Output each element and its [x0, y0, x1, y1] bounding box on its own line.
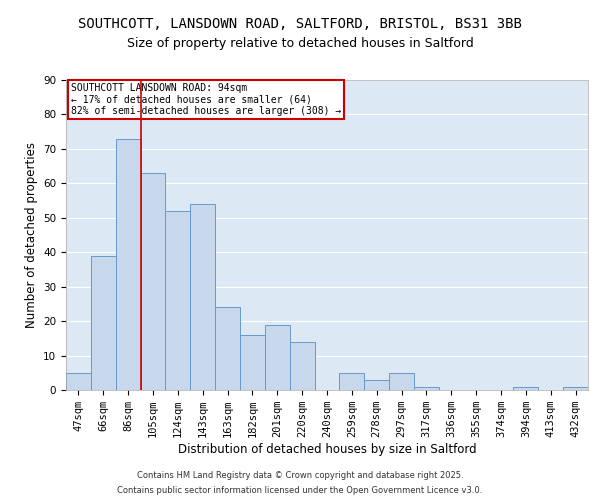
Bar: [240, 335, 265, 390]
Bar: [364, 380, 389, 390]
Bar: [340, 373, 364, 390]
Bar: [514, 386, 538, 390]
Bar: [140, 173, 166, 390]
Text: Size of property relative to detached houses in Saltford: Size of property relative to detached ho…: [127, 38, 473, 51]
Bar: [116, 138, 140, 390]
Bar: [414, 386, 439, 390]
Text: SOUTHCOTT LANSDOWN ROAD: 94sqm
← 17% of detached houses are smaller (64)
82% of : SOUTHCOTT LANSDOWN ROAD: 94sqm ← 17% of …: [71, 83, 341, 116]
X-axis label: Distribution of detached houses by size in Saltford: Distribution of detached houses by size …: [178, 443, 476, 456]
Text: Contains HM Land Registry data © Crown copyright and database right 2025.: Contains HM Land Registry data © Crown c…: [137, 471, 463, 480]
Text: Contains public sector information licensed under the Open Government Licence v3: Contains public sector information licen…: [118, 486, 482, 495]
Bar: [91, 256, 116, 390]
Bar: [190, 204, 215, 390]
Text: SOUTHCOTT, LANSDOWN ROAD, SALTFORD, BRISTOL, BS31 3BB: SOUTHCOTT, LANSDOWN ROAD, SALTFORD, BRIS…: [78, 18, 522, 32]
Y-axis label: Number of detached properties: Number of detached properties: [25, 142, 38, 328]
Bar: [265, 324, 290, 390]
Bar: [389, 373, 414, 390]
Bar: [563, 386, 588, 390]
Bar: [290, 342, 314, 390]
Bar: [66, 373, 91, 390]
Bar: [166, 211, 190, 390]
Bar: [215, 308, 240, 390]
